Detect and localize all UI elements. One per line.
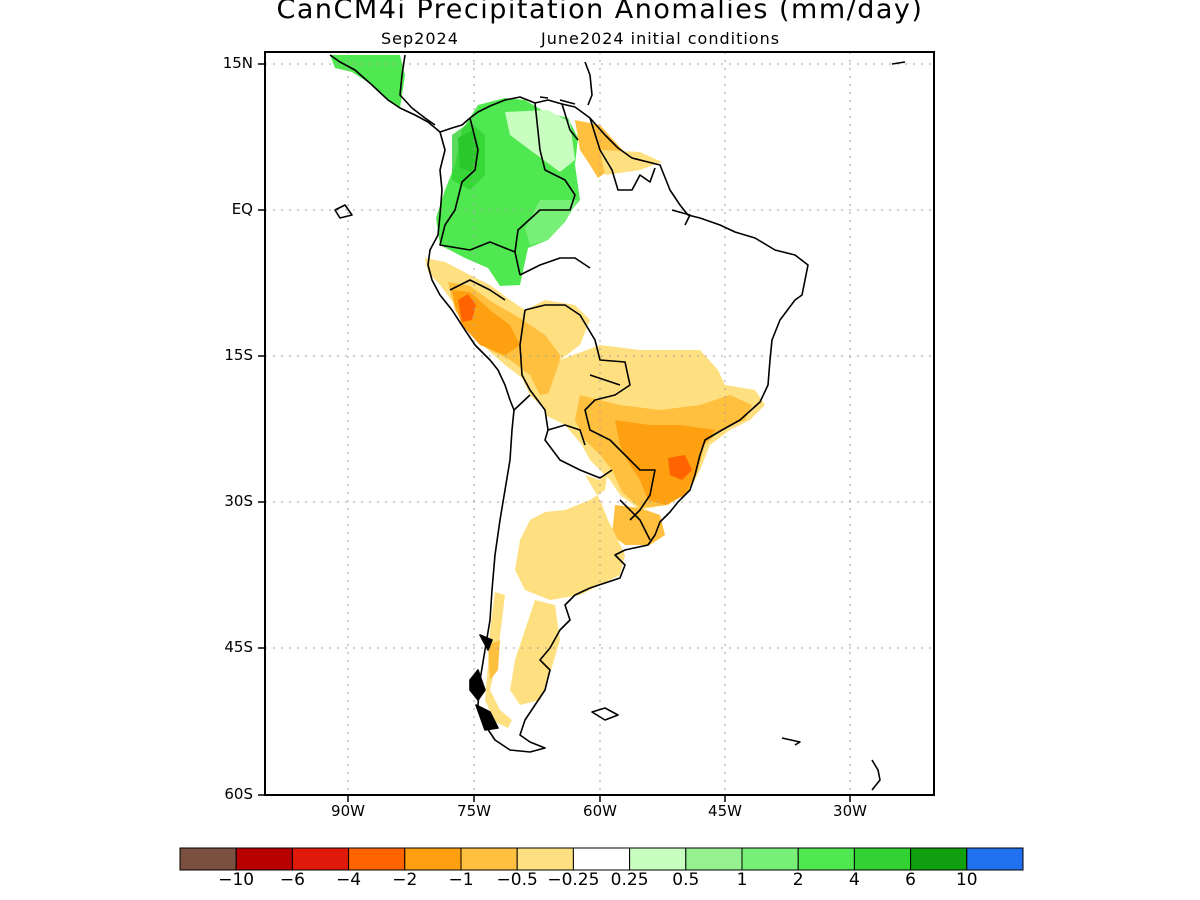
anomaly-shading <box>330 55 765 728</box>
colorbar-swatch <box>741 847 799 871</box>
colorbar <box>179 847 1024 871</box>
anomaly-region-northwest-light <box>505 110 575 172</box>
central-america-coastline <box>329 54 441 133</box>
chile-fjords <box>469 634 499 731</box>
lat-label-60s: 60S <box>224 785 253 803</box>
galapagos <box>334 204 353 219</box>
colorbar-label: −0.25 <box>547 870 600 890</box>
lat-label-15s: 15S <box>224 346 253 364</box>
country-borders <box>439 102 656 541</box>
colorbar-swatch <box>291 847 350 871</box>
south-georgia <box>781 737 801 746</box>
colorbar-label: −2 <box>392 870 418 890</box>
colorbar-label: 6 <box>905 870 916 890</box>
colorbar-swatch <box>853 847 912 871</box>
anomaly-region-brazil-peak <box>668 455 692 480</box>
colorbar-label: 4 <box>848 870 860 890</box>
colorbar-label: −0.5 <box>496 870 538 890</box>
lon-label-90w: 90W <box>331 802 365 820</box>
lat-label-15n: 15N <box>222 54 253 72</box>
anomaly-region-guianas-light <box>600 150 662 175</box>
falklands <box>591 707 619 721</box>
colorbar-swatch <box>629 847 687 871</box>
anomaly-region-colombia-ring <box>452 122 485 190</box>
forecast-month: Sep2024 <box>381 29 459 48</box>
map-title: CanCM4i Precipitation Anomalies (mm/day) <box>276 0 924 25</box>
lon-label-45w: 45W <box>708 802 742 820</box>
anomaly-region-uruguay <box>612 505 665 545</box>
colorbar-swatch <box>348 847 406 871</box>
lon-label-60w: 60W <box>583 802 617 820</box>
lat-label-eq: EQ <box>231 200 253 218</box>
colorbar-swatch <box>516 847 574 871</box>
colorbar-label: 0.5 <box>672 870 700 890</box>
colorbar-label: 10 <box>955 870 978 890</box>
colorbar-label: 0.25 <box>610 870 649 890</box>
colorbar-label: 1 <box>736 870 748 890</box>
caribbean-islands <box>539 61 906 226</box>
south-america-coastline <box>427 96 809 753</box>
anomaly-region-andes-peak <box>458 294 476 322</box>
colorbar-swatch <box>797 847 855 871</box>
colorbar-label: −10 <box>218 870 255 890</box>
colorbar-swatch <box>404 847 462 871</box>
colorbar-label: −1 <box>448 870 474 890</box>
sandwich-islands <box>871 759 881 791</box>
anomaly-region-chile-mid <box>488 640 500 680</box>
lat-label-30s: 30S <box>224 492 253 510</box>
colorbar-label: 2 <box>792 870 804 890</box>
anomaly-region-brazil-strong <box>615 420 715 505</box>
colorbar-swatch <box>235 847 293 871</box>
colorbar-swatch <box>460 847 518 871</box>
colorbar-label: −4 <box>336 870 362 890</box>
initial-conditions: June2024 initial conditions <box>541 29 781 48</box>
colorbar-label: −6 <box>279 870 305 890</box>
anomaly-region-argentina <box>515 470 625 600</box>
colorbar-swatch <box>685 847 743 871</box>
axis-ticks <box>258 63 851 802</box>
lon-label-30w: 30W <box>833 802 867 820</box>
lat-label-45s: 45S <box>224 638 253 656</box>
lon-label-75w: 75W <box>457 802 491 820</box>
anomaly-region-argentina-south <box>510 600 560 705</box>
colorbar-swatch <box>910 847 968 871</box>
colorbar-swatch <box>966 847 1024 871</box>
anomaly-region-chile-strip <box>485 592 512 728</box>
colorbar-swatch <box>572 847 631 871</box>
colorbar-swatch <box>179 847 237 871</box>
coastlines <box>329 54 906 791</box>
